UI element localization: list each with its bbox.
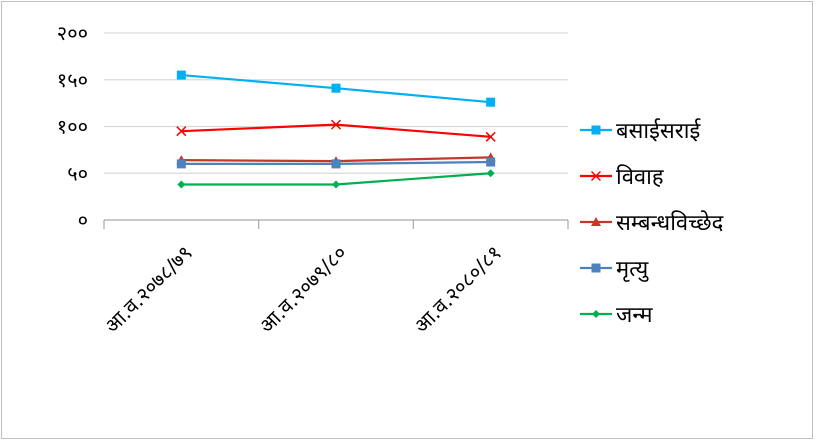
data-point bbox=[176, 126, 187, 137]
legend-marker bbox=[591, 217, 601, 226]
data-point bbox=[486, 97, 496, 107]
series-lines bbox=[176, 70, 496, 189]
legend-label: विवाह bbox=[616, 164, 664, 190]
data-point bbox=[332, 180, 340, 189]
data-point bbox=[176, 70, 186, 80]
legend: बसाईसराई विवाह सम्बन्धविच्छेद मृत्यु जन्म bbox=[580, 118, 724, 328]
legend-marker bbox=[592, 310, 600, 318]
data-point bbox=[177, 180, 186, 189]
data-point bbox=[330, 119, 342, 130]
y-tick-label: ५० bbox=[67, 161, 88, 185]
data-point bbox=[331, 159, 341, 169]
legend-label: बसाईसराई bbox=[616, 118, 702, 144]
x-tick-label: आ.व.२०७९/८० bbox=[254, 241, 351, 338]
legend-marker bbox=[590, 170, 602, 182]
data-point bbox=[486, 157, 496, 167]
y-tick-label: ० bbox=[78, 208, 88, 232]
y-tick-label: १०० bbox=[57, 115, 88, 139]
x-tick-label: आ.व.२०७८/७९ bbox=[100, 241, 197, 338]
legend-marker bbox=[591, 125, 601, 135]
legend-marker bbox=[591, 263, 601, 273]
gridlines bbox=[104, 32, 568, 174]
data-point bbox=[331, 83, 341, 93]
legend-label: सम्बन्धविच्छेद bbox=[616, 210, 724, 236]
x-tick-label: आ.व.२०८०/८१ bbox=[409, 241, 506, 338]
data-point bbox=[486, 169, 495, 178]
legend-label: मृत्यु bbox=[616, 257, 650, 282]
data-point bbox=[485, 131, 496, 142]
y-tick-labels: ० ५० १०० १५० २०० bbox=[57, 21, 88, 232]
axes bbox=[103, 219, 569, 229]
legend-label: जन्म bbox=[616, 303, 653, 328]
x-tick-labels: आ.व.२०७८/७९ आ.व.२०७९/८० आ.व.२०८०/८१ bbox=[100, 241, 507, 338]
y-tick-label: २०० bbox=[57, 21, 88, 45]
y-tick-label: १५० bbox=[57, 68, 88, 92]
data-point bbox=[176, 159, 186, 169]
